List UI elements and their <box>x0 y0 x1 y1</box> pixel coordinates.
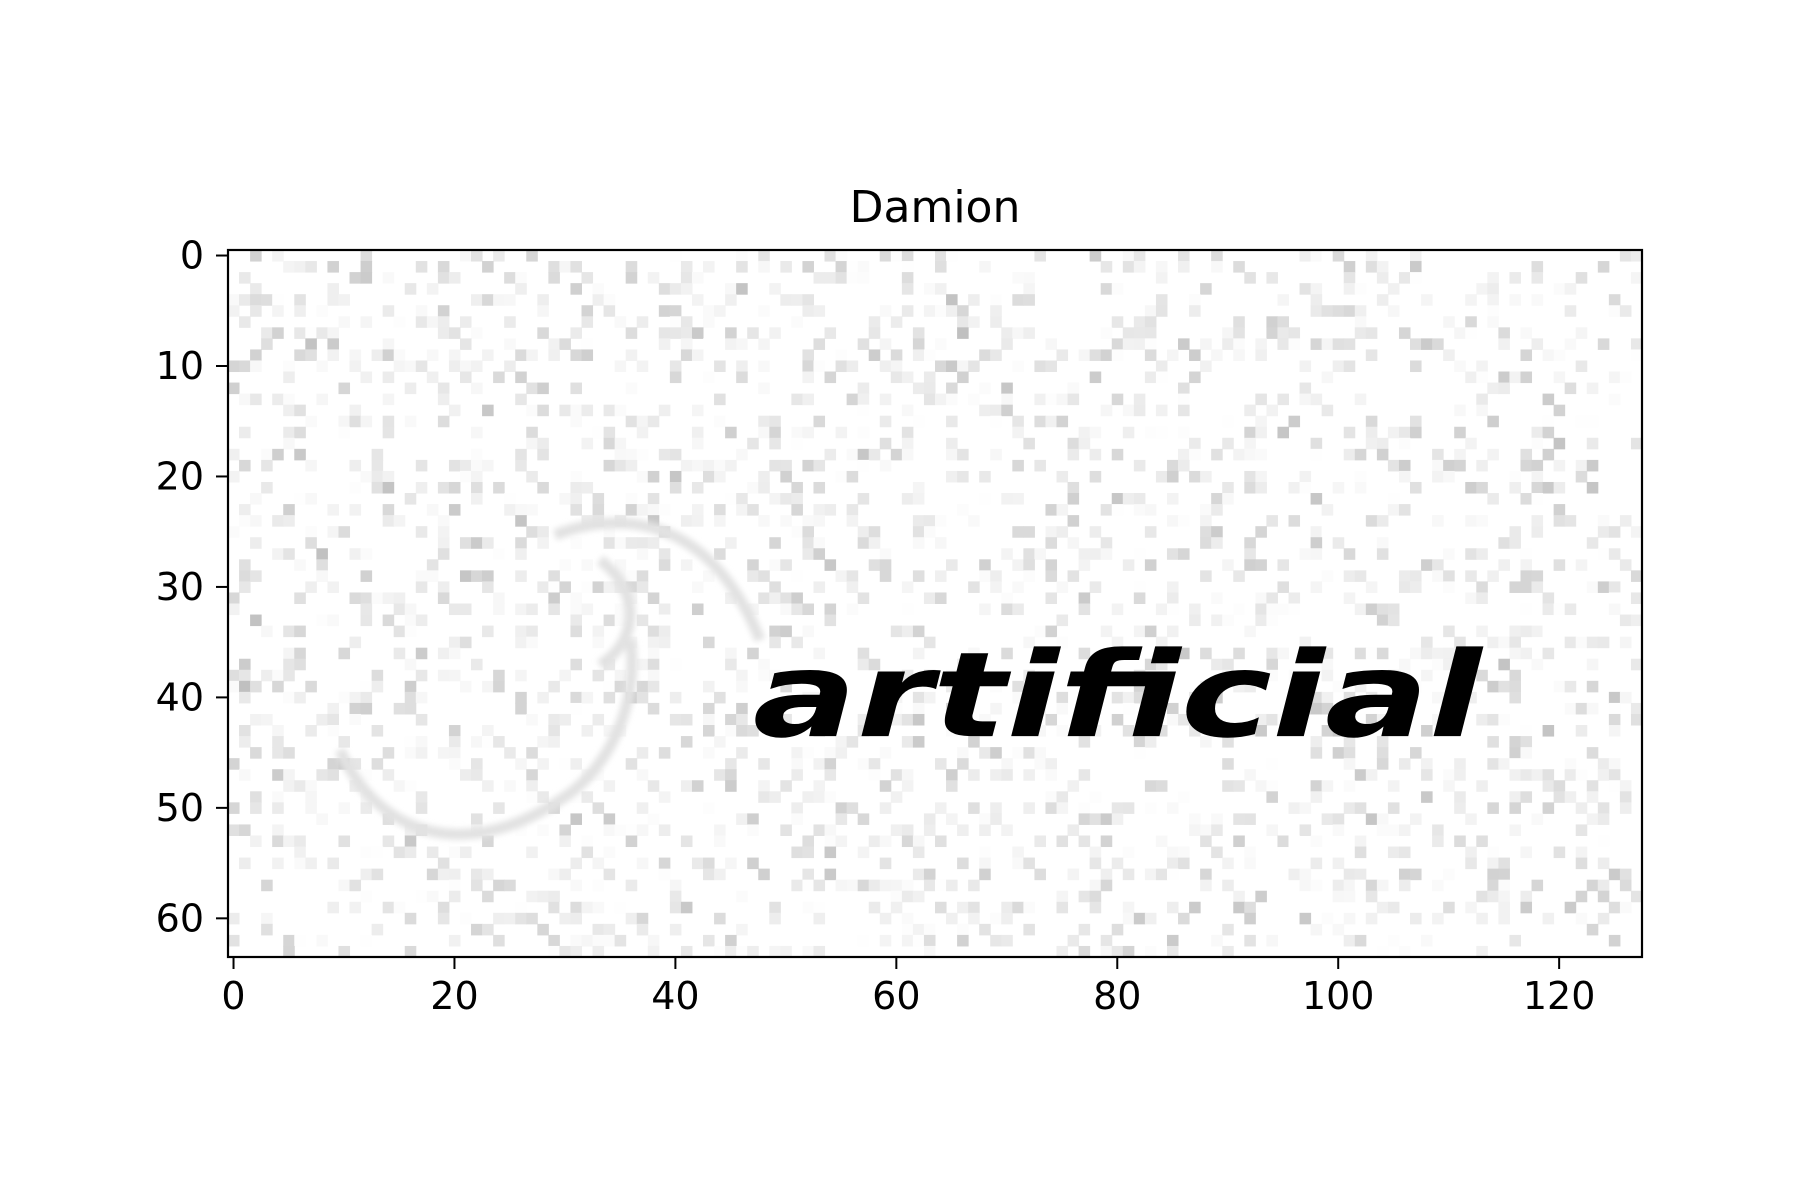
x-tick-label: 100 <box>1302 974 1375 1018</box>
handwritten-word: artificial <box>753 626 1484 764</box>
y-tick-label: 10 <box>156 344 204 388</box>
chart-title: Damion <box>850 182 1021 233</box>
x-axis: 0 20 40 60 80 100 120 <box>221 957 1595 1018</box>
y-axis: 0 10 20 30 40 50 60 <box>156 234 228 940</box>
x-tick-label: 0 <box>221 974 245 1018</box>
y-tick-label: 30 <box>156 565 204 609</box>
x-tick-label: 80 <box>1093 974 1141 1018</box>
x-tick-label: 20 <box>430 974 478 1018</box>
noise-texture <box>228 250 1642 957</box>
x-tick-label: 120 <box>1523 974 1596 1018</box>
y-tick-label: 0 <box>180 234 204 278</box>
faint-swirl-stroke <box>334 517 766 840</box>
y-tick-label: 40 <box>156 675 204 719</box>
x-tick-label: 40 <box>651 974 699 1018</box>
y-tick-label: 60 <box>156 896 204 940</box>
image-plot-area: artificial <box>228 250 1642 957</box>
y-tick-label: 50 <box>156 786 204 830</box>
x-tick-label: 60 <box>872 974 920 1018</box>
y-tick-label: 20 <box>156 454 204 498</box>
plot-frame <box>226 248 1644 959</box>
